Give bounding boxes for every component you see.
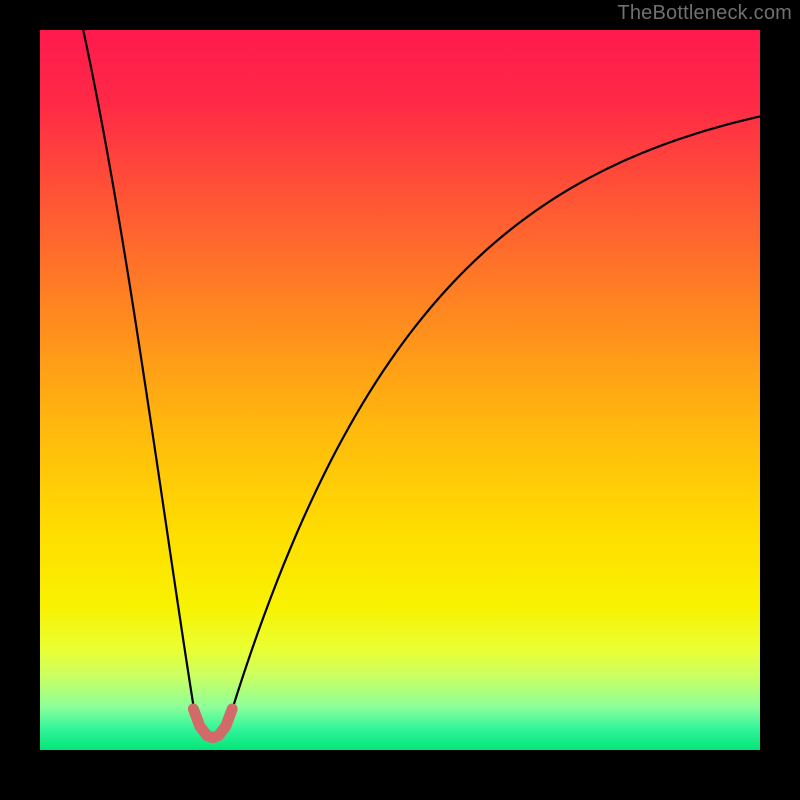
chart-background-gradient xyxy=(40,30,760,750)
bottleneck-chart xyxy=(40,30,760,750)
watermark-text: TheBottleneck.com xyxy=(617,2,792,25)
chart-area xyxy=(40,30,760,750)
